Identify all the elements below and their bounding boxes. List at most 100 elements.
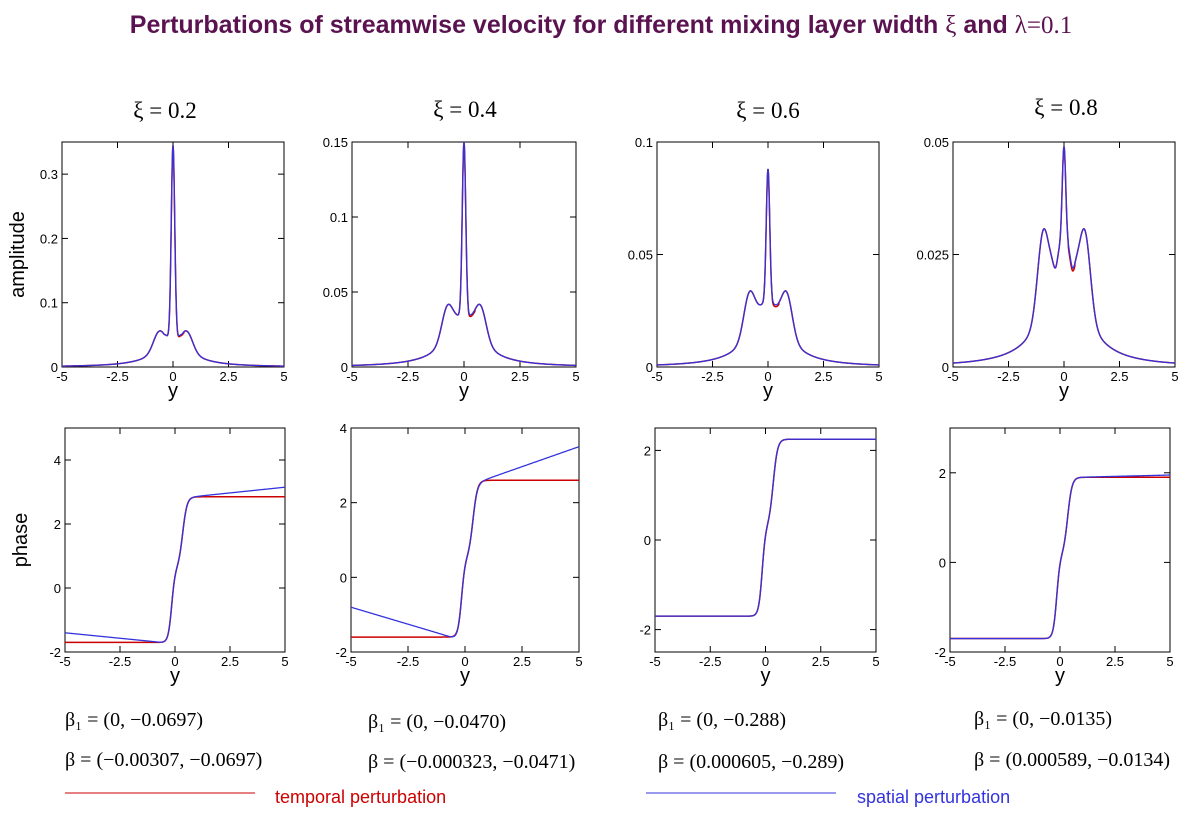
- amplitude-2-x-axis-label: y: [459, 380, 469, 402]
- phase-3-y-tick-label: 2: [644, 443, 651, 458]
- phase-4-plot-frame: [949, 427, 1171, 653]
- phase-3-x-tick-label: 2.5: [812, 654, 830, 669]
- beta1-annotation-1: β₁ = (0, −0.0697): [65, 709, 203, 731]
- phase-4-temporal-series: [950, 476, 1170, 640]
- amplitude-4-y-tick-label: 0: [942, 360, 949, 375]
- phase-3-x-tick-label: 0: [762, 654, 769, 669]
- phase-3-spatial-series: [655, 438, 876, 617]
- amplitude-1-x-tick-label: 2.5: [219, 369, 237, 384]
- phase-3-x-tick-label: -5: [649, 654, 661, 669]
- panels-group: -5 -2.5 0 2.5 5 0 0.1 0.2 0.3 y amplitude ξ = 0.2 -5…: [7, 95, 1179, 773]
- phase-1-spatial-series: [64, 486, 286, 643]
- amplitude-4-x-tick-label: -5: [947, 369, 959, 384]
- amplitude-1-y-tick-label: 0.3: [40, 167, 58, 182]
- legend-spatial-label: spatial perturbation: [857, 787, 1010, 807]
- phase-3-temporal-series: [655, 438, 876, 617]
- amplitude-1-x-tick-label: -5: [56, 369, 68, 384]
- phase-2-plot-frame: [350, 427, 580, 653]
- phase-2-x-axis-label: y: [460, 665, 470, 687]
- beta-annotation-3: β = (0.000605, −0.289): [658, 751, 844, 773]
- phase-2-y-tick-label: -2: [335, 645, 347, 660]
- amplitude-4-y-tick-label: 0.05: [924, 135, 949, 150]
- phase-1-x-axis-label: y: [170, 665, 180, 687]
- phase-4-y-tick-label: 0: [939, 555, 946, 570]
- amplitude-1-y-tick-label: 0.1: [40, 296, 58, 311]
- phase-4-x-tick-label: 0: [1056, 654, 1063, 669]
- amplitude-1-temporal-series: [62, 145, 284, 367]
- amplitude-2-plot-frame: [351, 141, 577, 368]
- amplitude-3-y-tick-label: 0.05: [628, 248, 653, 263]
- beta-annotation-4: β = (0.000589, −0.0134): [974, 749, 1170, 771]
- amplitude-4-y-tick-label: 0.025: [916, 248, 949, 263]
- phase-2-x-tick-label: 5: [575, 654, 582, 669]
- phase-1-plot-frame: [64, 427, 286, 653]
- amplitude-3-x-tick-label: -2.5: [701, 369, 723, 384]
- phase-2-temporal-series: [351, 479, 579, 638]
- phase-1-x-tick-label: -2.5: [109, 654, 131, 669]
- phase-4-spatial-series: [950, 474, 1171, 640]
- phase-3-y-tick-label: -2: [639, 623, 651, 638]
- beta-annotation-1: β = (−0.00307, −0.0697): [65, 749, 262, 771]
- amplitude-2-y-tick-label: 0: [341, 360, 348, 375]
- amplitude-1-y-axis-label: amplitude: [7, 211, 29, 298]
- amplitude-2-y-tick-label: 0.05: [323, 285, 348, 300]
- phase-1-x-tick-label: -5: [59, 654, 71, 669]
- phase-4-x-tick-label: 2.5: [1106, 654, 1124, 669]
- phase-1-x-tick-label: 0: [171, 654, 178, 669]
- phase-3-x-axis-label: y: [761, 665, 771, 687]
- amplitude-3-spatial-series: [656, 168, 880, 366]
- phase-4-x-tick-label: -5: [944, 654, 956, 669]
- phase-4-y-tick-label: -2: [934, 645, 946, 660]
- subplot-title-4: ξ = 0.8: [1034, 95, 1097, 120]
- amplitude-1-x-tick-label: 5: [280, 369, 287, 384]
- amplitude-1-x-axis-label: y: [168, 380, 178, 402]
- amplitude-4-spatial-series: [952, 146, 1176, 364]
- phase-1-x-tick-label: 2.5: [221, 654, 239, 669]
- amplitude-1-x-tick-label: 0: [169, 369, 176, 384]
- phase-2-y-tick-label: 2: [340, 496, 347, 511]
- phase-2-x-tick-label: -5: [345, 654, 357, 669]
- amplitude-2-x-tick-label: -5: [346, 369, 358, 384]
- beta-annotation-2: β = (−0.000323, −0.0471): [368, 751, 575, 773]
- amplitude-2-temporal-series: [351, 141, 577, 367]
- amplitude-3-y-tick-label: 0: [646, 360, 653, 375]
- phase-1-temporal-series: [65, 496, 285, 644]
- amplitude-3-y-tick-label: 0.1: [635, 135, 653, 150]
- phase-1-y-tick-label: 4: [54, 453, 61, 468]
- amplitude-2-x-tick-label: 2.5: [511, 369, 529, 384]
- amplitude-1-plot-frame: [61, 141, 285, 368]
- phase-1-y-axis-label: phase: [10, 513, 32, 568]
- amplitude-2-x-tick-label: -2.5: [397, 369, 419, 384]
- figure-title: Perturbations of streamwise velocity for…: [130, 11, 1072, 39]
- beta1-annotation-3: β₁ = (0, −0.288): [658, 709, 786, 731]
- phase-1-y-tick-label: 2: [54, 517, 61, 532]
- amplitude-3-x-tick-label: 5: [875, 369, 882, 384]
- amplitude-4-temporal-series: [952, 146, 1176, 364]
- amplitude-2-y-tick-label: 0.15: [323, 135, 348, 150]
- phase-1-y-tick-label: 0: [54, 581, 61, 596]
- phase-2-spatial-series: [350, 446, 580, 638]
- phase-3-y-tick-label: 0: [644, 533, 651, 548]
- amplitude-3-x-axis-label: y: [763, 380, 773, 402]
- beta1-annotation-2: β₁ = (0, −0.0470): [368, 711, 506, 733]
- amplitude-2-spatial-series: [351, 141, 577, 367]
- amplitude-1-x-tick-label: -2.5: [106, 369, 128, 384]
- amplitude-4-x-tick-label: -2.5: [997, 369, 1019, 384]
- phase-2-x-tick-label: -2.5: [397, 654, 419, 669]
- amplitude-4-x-tick-label: 0: [1060, 369, 1067, 384]
- amplitude-2-y-tick-label: 0.1: [330, 210, 348, 225]
- phase-2-x-tick-label: 2.5: [513, 654, 531, 669]
- legend-temporal-label: temporal perturbation: [275, 787, 446, 807]
- amplitude-4-x-tick-label: 2.5: [1110, 369, 1128, 384]
- amplitude-2-x-tick-label: 0: [460, 369, 467, 384]
- beta1-annotation-4: β₁ = (0, −0.0135): [974, 708, 1112, 730]
- amplitude-1-y-tick-label: 0.2: [40, 231, 58, 246]
- subplot-title-2: ξ = 0.4: [433, 97, 497, 122]
- amplitude-1-spatial-series: [62, 145, 284, 367]
- phase-4-x-tick-label: 5: [1166, 654, 1173, 669]
- amplitude-3-x-tick-label: 0: [764, 369, 771, 384]
- phase-2-y-tick-label: 0: [340, 570, 347, 585]
- amplitude-1-y-tick-label: 0: [51, 360, 58, 375]
